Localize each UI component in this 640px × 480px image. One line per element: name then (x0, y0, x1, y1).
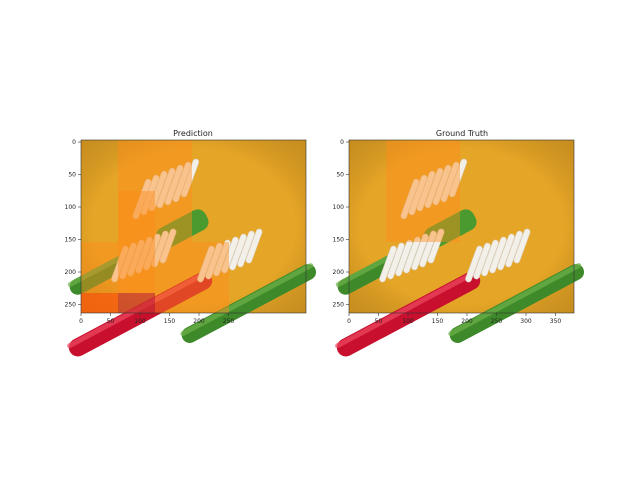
x-tick-label: 100 (134, 318, 146, 325)
axes-frame (348, 139, 575, 314)
x-tick-label: 150 (164, 318, 176, 325)
x-tick-label: 300 (520, 318, 532, 325)
prediction-overlay (81, 140, 229, 313)
y-tick-label: 0 (340, 139, 344, 146)
x-tick-label: 50 (107, 318, 115, 325)
y-tick-label: 50 (68, 172, 76, 179)
y-tick-label: 200 (333, 269, 345, 276)
overlay-region (118, 191, 155, 293)
panel-title: Prediction (173, 129, 213, 138)
y-tick-label: 150 (65, 237, 77, 244)
y-tick-label: 0 (72, 139, 76, 146)
x-tick-label: 350 (550, 318, 562, 325)
x-tick-label: 0 (347, 318, 351, 325)
x-tick-label: 50 (375, 318, 383, 325)
overlay-region (118, 140, 192, 242)
overlay-region (155, 242, 229, 313)
y-tick-label: 100 (333, 204, 345, 211)
x-tick-label: 0 (79, 318, 83, 325)
overlay-region (81, 293, 118, 313)
overlay-region (118, 293, 155, 313)
x-tick-label: 200 (193, 318, 205, 325)
y-tick-label: 250 (333, 302, 345, 309)
panel-title: Ground Truth (436, 129, 488, 138)
overlay-region (386, 140, 460, 242)
ground-truth-overlay (386, 140, 460, 242)
prediction-panel: Prediction 0 50 100 150 200 250 0 50 100 150 200 2… (63, 129, 320, 361)
axes-frame (80, 139, 307, 314)
x-tick-label: 250 (491, 318, 503, 325)
y-tick-label: 200 (65, 269, 77, 276)
y-tick-label: 150 (333, 237, 345, 244)
overlay-region (81, 242, 155, 313)
x-tick-label: 200 (461, 318, 473, 325)
x-tick-label: 150 (432, 318, 444, 325)
y-tick-label: 250 (65, 302, 77, 309)
y-tick-label: 50 (336, 172, 344, 179)
y-tick-label: 100 (65, 204, 77, 211)
x-tick-label: 100 (402, 318, 414, 325)
ground-truth-panel: Ground Truth 0 50 100 150 200 250 300 350 0 50 10… (331, 129, 588, 361)
x-tick-label: 250 (223, 318, 235, 325)
